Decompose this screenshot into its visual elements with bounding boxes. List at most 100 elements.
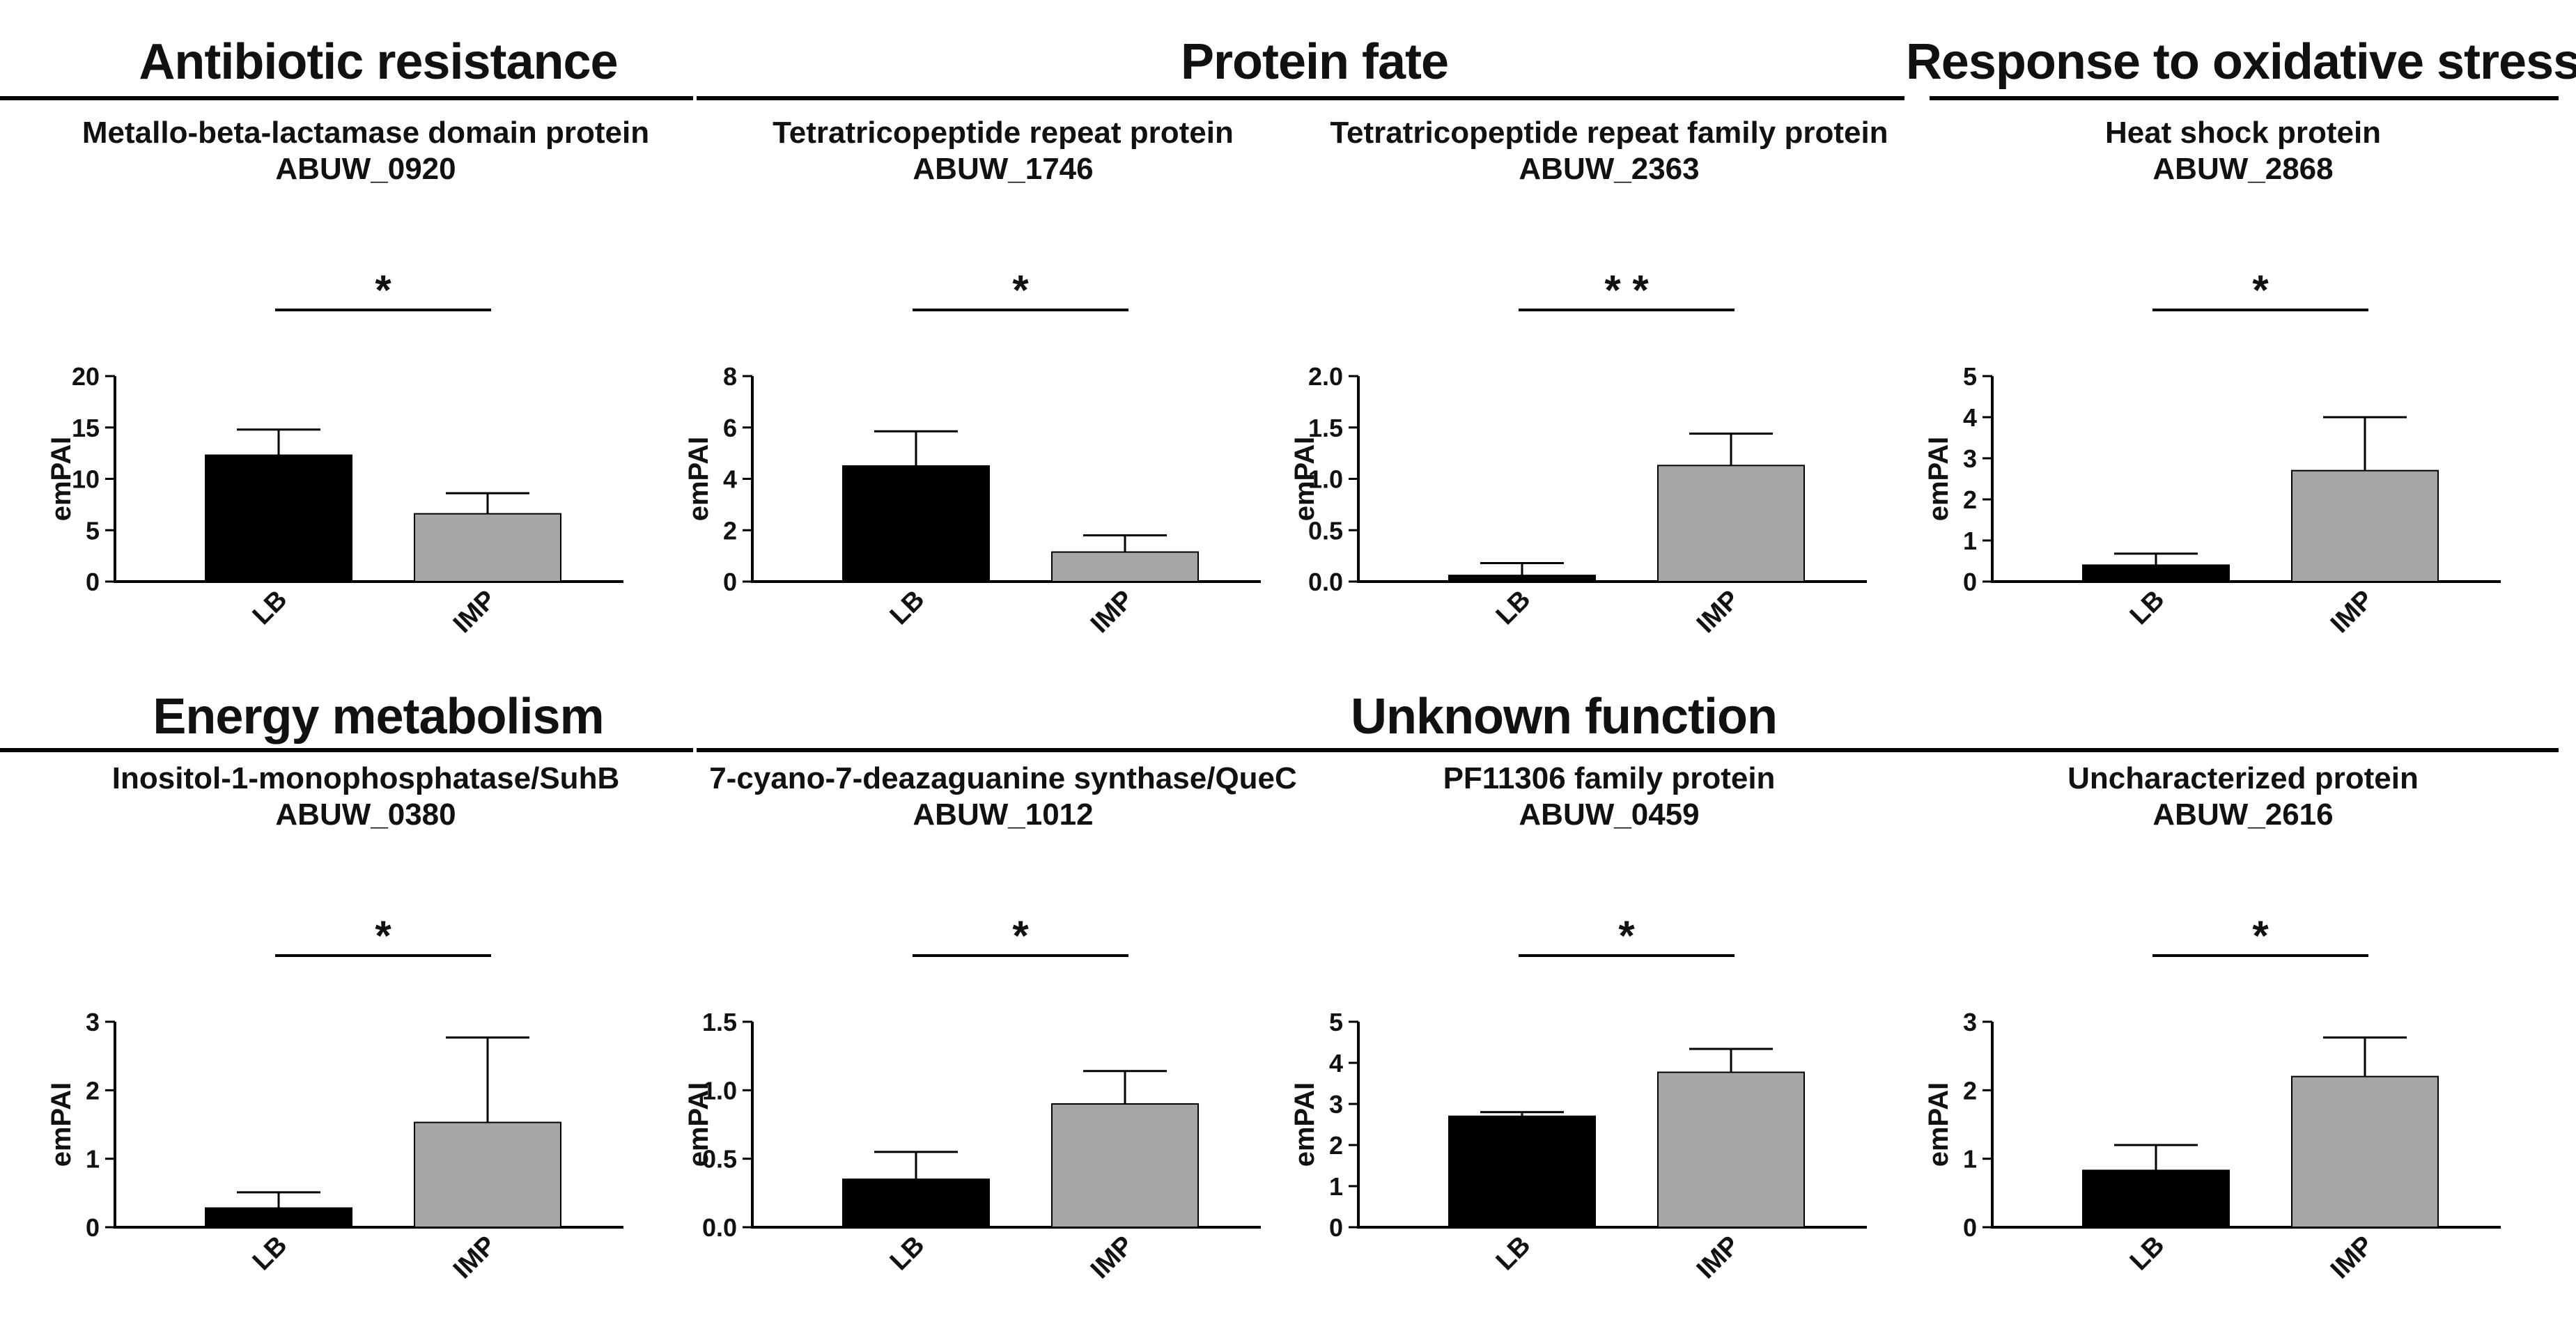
bar-lb bbox=[842, 465, 990, 582]
group-rule-antibiotic-resistance bbox=[0, 96, 693, 100]
y-axis-label: emPAI bbox=[1289, 1082, 1320, 1167]
bar-lb bbox=[2082, 564, 2230, 582]
group-title-protein-fate: Protein fate bbox=[1180, 34, 1449, 90]
bar-chart: emPAI 0 1 2 3 4 5 LB IMP * bbox=[1923, 267, 2501, 639]
group-title-energy-metabolism: Energy metabolism bbox=[153, 689, 604, 745]
x-tick-label-lb: LB bbox=[247, 1231, 293, 1277]
y-tick-label: 5 bbox=[1963, 362, 1977, 391]
panel-subtitle: ABUW_2616 bbox=[2152, 797, 2334, 832]
bar-lb bbox=[1448, 1115, 1596, 1229]
y-tick-label: 0 bbox=[723, 568, 737, 596]
y-tick-label: 2 bbox=[86, 1076, 100, 1105]
x-tick-label-imp: IMP bbox=[2325, 1231, 2379, 1284]
group-title-antibiotic-resistance: Antibiotic resistance bbox=[139, 34, 618, 90]
y-axis-label: emPAI bbox=[683, 1082, 714, 1167]
panel-title: Uncharacterized protein bbox=[2067, 761, 2419, 795]
x-tick-label-lb: LB bbox=[247, 585, 293, 631]
y-tick-label: 3 bbox=[1329, 1090, 1343, 1119]
panel-subtitle: ABUW_0380 bbox=[275, 797, 456, 832]
panel-title: Heat shock protein bbox=[2104, 116, 2382, 150]
group-rule-response-to-oxidative-stress bbox=[1930, 96, 2559, 100]
bar-imp bbox=[2291, 469, 2439, 583]
chart-panel-abuw-0920: Metallo-beta-lactamase domain protein AB… bbox=[46, 115, 665, 658]
chart-panel-abuw-2868: Heat shock protein ABUW_2868 emPAI 0 1 2 3 4 5… bbox=[1923, 115, 2543, 658]
bar-imp bbox=[1051, 551, 1199, 582]
y-tick-label: 2.0 bbox=[1308, 362, 1343, 391]
y-tick-label: 0 bbox=[1329, 1213, 1343, 1242]
group-title-response-to-oxidative-stress: Response to oxidative stress bbox=[1905, 34, 2576, 90]
bar-lb bbox=[205, 1207, 352, 1229]
x-tick-label-imp: IMP bbox=[1085, 585, 1139, 639]
x-tick-label-lb: LB bbox=[885, 585, 931, 631]
y-axis-label: emPAI bbox=[1289, 437, 1320, 522]
significance-marker: * bbox=[375, 912, 391, 959]
y-tick-label: 0 bbox=[1963, 1213, 1977, 1242]
panel-subtitle: ABUW_2868 bbox=[2152, 152, 2334, 186]
y-axis-label: emPAI bbox=[46, 1082, 77, 1167]
bar-lb bbox=[1448, 575, 1596, 582]
y-tick-label: 1 bbox=[1963, 527, 1977, 555]
y-axis-label: emPAI bbox=[683, 437, 714, 522]
bar-imp bbox=[2291, 1075, 2439, 1228]
y-tick-label: 20 bbox=[72, 362, 100, 391]
y-tick-label: 0.0 bbox=[1308, 568, 1343, 596]
panel-title: Tetratricopeptide repeat protein bbox=[773, 116, 1234, 150]
y-tick-label: 2 bbox=[1963, 1076, 1977, 1105]
x-tick-label-imp: IMP bbox=[1691, 585, 1745, 639]
panel-subtitle: ABUW_1746 bbox=[913, 152, 1094, 186]
bar-chart: emPAI 0.0 0.5 1.0 1.5 2.0 LB IMP * * bbox=[1289, 267, 1867, 639]
y-tick-label: 1 bbox=[1329, 1172, 1343, 1201]
y-tick-label: 5 bbox=[1329, 1008, 1343, 1036]
y-tick-label: 4 bbox=[1963, 403, 1977, 432]
y-tick-label: 0.5 bbox=[702, 1145, 737, 1174]
y-tick-label: 6 bbox=[723, 414, 737, 442]
y-tick-label: 2 bbox=[1963, 485, 1977, 514]
x-tick-label-lb: LB bbox=[2125, 1231, 2171, 1277]
x-tick-label-lb: LB bbox=[1491, 585, 1537, 631]
bar-chart: emPAI 0 1 2 3 4 5 LB IMP * bbox=[1289, 912, 1867, 1284]
bar-chart: emPAI 0 5 10 15 20 LB IMP * bbox=[46, 267, 623, 639]
bar-chart: emPAI 0.0 0.5 1.0 1.5 LB IMP * bbox=[683, 912, 1261, 1284]
chart-panel-abuw-1012: 7-cyano-7-deazaguanine synthase/QueC ABU… bbox=[683, 761, 1303, 1311]
x-tick-label-imp: IMP bbox=[448, 1231, 502, 1284]
bar-imp bbox=[414, 513, 561, 582]
panel-subtitle: ABUW_1012 bbox=[913, 797, 1094, 832]
y-axis-label: emPAI bbox=[1923, 437, 1954, 522]
x-tick-label-imp: IMP bbox=[2325, 585, 2379, 639]
bar-imp bbox=[1657, 1071, 1805, 1228]
y-tick-label: 1.5 bbox=[1308, 414, 1343, 442]
y-axis-label: emPAI bbox=[46, 437, 77, 522]
bar-lb bbox=[205, 454, 352, 583]
y-tick-label: 0.0 bbox=[702, 1213, 737, 1242]
group-rule-unknown-function bbox=[697, 748, 2559, 752]
y-tick-label: 0 bbox=[1963, 568, 1977, 596]
panel-title: Tetratricopeptide repeat family protein bbox=[1330, 116, 1888, 150]
chart-panel-abuw-0380: Inositol-1-monophosphatase/SuhB ABUW_038… bbox=[46, 761, 665, 1311]
x-tick-label-lb: LB bbox=[2125, 585, 2171, 631]
bar-chart: emPAI 0 2 4 6 8 LB IMP * bbox=[683, 267, 1261, 639]
x-tick-label-lb: LB bbox=[885, 1231, 931, 1277]
x-tick-label-imp: IMP bbox=[1085, 1231, 1139, 1284]
y-tick-label: 2 bbox=[723, 516, 737, 545]
chart-panel-abuw-2616: Uncharacterized protein ABUW_2616 emPAI 0… bbox=[1923, 761, 2543, 1311]
bar-imp bbox=[1051, 1103, 1199, 1228]
chart-panel-abuw-1746: Tetratricopeptide repeat protein ABUW_17… bbox=[683, 115, 1303, 658]
y-tick-label: 5 bbox=[86, 516, 100, 545]
chart-panel-abuw-0459: PF11306 family protein ABUW_0459 emPAI 0 1… bbox=[1289, 761, 1909, 1311]
panel-title: 7-cyano-7-deazaguanine synthase/QueC bbox=[709, 761, 1297, 795]
x-tick-label-imp: IMP bbox=[1691, 1231, 1745, 1284]
bar-imp bbox=[414, 1121, 561, 1228]
y-tick-label: 1.5 bbox=[702, 1008, 737, 1036]
panel-subtitle: ABUW_2363 bbox=[1519, 152, 1700, 186]
y-tick-label: 0 bbox=[86, 568, 100, 596]
bar-chart: emPAI 0 1 2 3 LB IMP * bbox=[46, 912, 623, 1284]
bar-chart: emPAI 0 1 2 3 LB IMP * bbox=[1923, 912, 2501, 1284]
y-tick-label: 10 bbox=[72, 465, 100, 494]
y-tick-label: 8 bbox=[723, 362, 737, 391]
y-tick-label: 1.0 bbox=[702, 1076, 737, 1105]
significance-marker: * bbox=[1012, 267, 1029, 313]
y-tick-label: 0.5 bbox=[1308, 516, 1343, 545]
y-tick-label: 1 bbox=[1963, 1145, 1977, 1174]
y-axis-label: emPAI bbox=[1923, 1082, 1954, 1167]
